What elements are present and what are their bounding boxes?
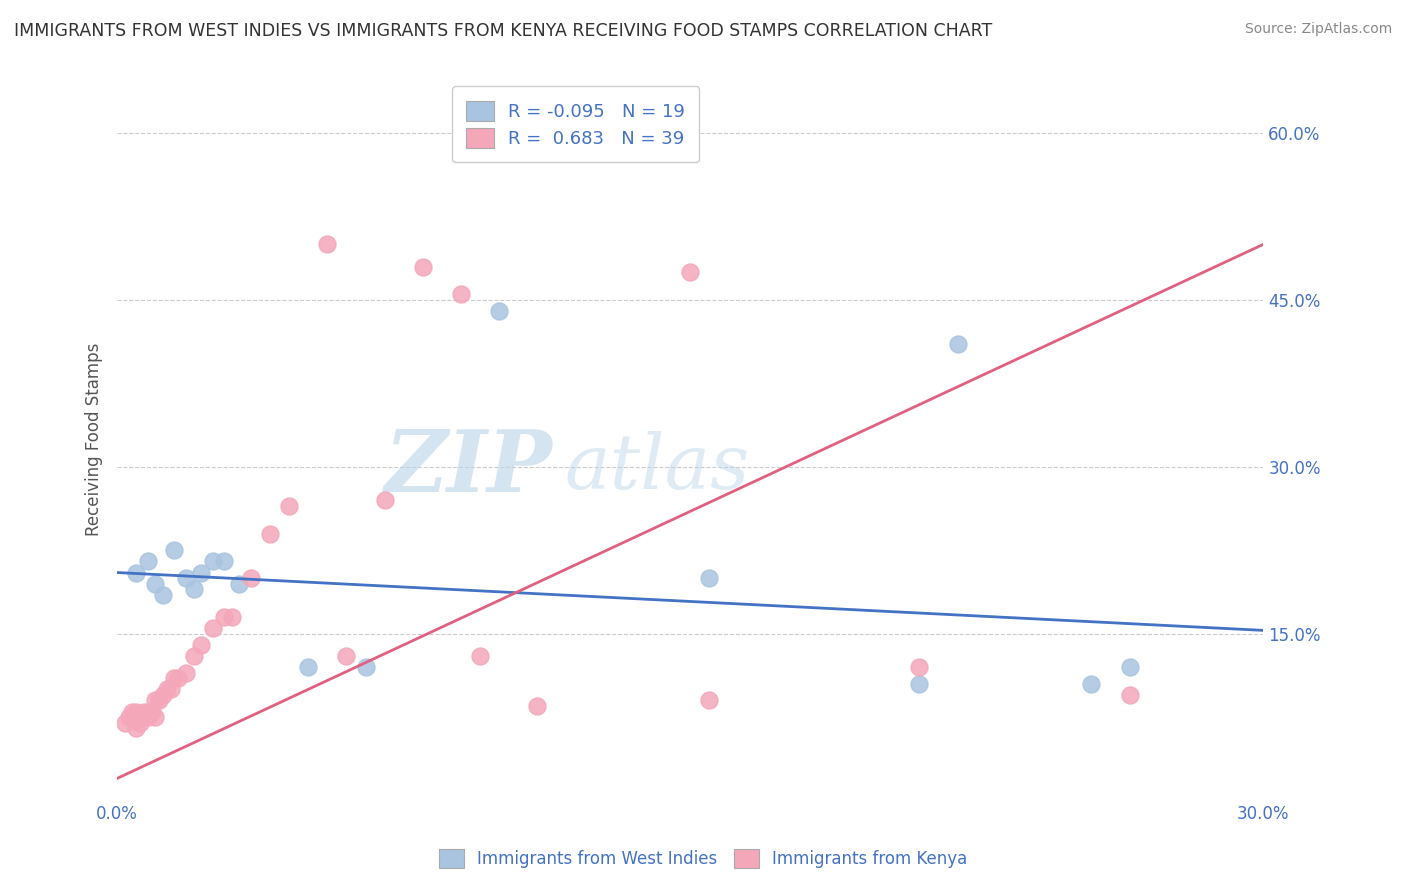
Point	[239, 571, 262, 585]
Point	[125, 705, 148, 719]
Point	[129, 715, 152, 730]
Point	[174, 665, 197, 680]
Point	[152, 588, 174, 602]
Point	[374, 493, 396, 508]
Point	[118, 710, 141, 724]
Point	[132, 710, 155, 724]
Point	[121, 705, 143, 719]
Point	[908, 660, 931, 674]
Legend: Immigrants from West Indies, Immigrants from Kenya: Immigrants from West Indies, Immigrants …	[432, 843, 974, 875]
Point	[114, 715, 136, 730]
Text: atlas: atlas	[564, 431, 749, 505]
Point	[163, 671, 186, 685]
Point	[136, 710, 159, 724]
Point	[132, 705, 155, 719]
Point	[278, 499, 301, 513]
Point	[354, 660, 377, 674]
Text: Source: ZipAtlas.com: Source: ZipAtlas.com	[1244, 22, 1392, 37]
Point	[212, 610, 235, 624]
Y-axis label: Receiving Food Stamps: Receiving Food Stamps	[86, 343, 103, 536]
Point	[125, 566, 148, 580]
Point	[145, 576, 167, 591]
Point	[125, 721, 148, 735]
Point	[412, 260, 434, 274]
Legend: R = -0.095   N = 19, R =  0.683   N = 39: R = -0.095 N = 19, R = 0.683 N = 39	[451, 87, 699, 162]
Point	[221, 610, 243, 624]
Point	[228, 576, 250, 591]
Point	[148, 693, 170, 707]
Point	[212, 554, 235, 568]
Point	[183, 582, 205, 597]
Point	[201, 621, 224, 635]
Point	[297, 660, 319, 674]
Point	[1080, 677, 1102, 691]
Point	[908, 677, 931, 691]
Point	[183, 648, 205, 663]
Point	[316, 237, 339, 252]
Text: IMMIGRANTS FROM WEST INDIES VS IMMIGRANTS FROM KENYA RECEIVING FOOD STAMPS CORRE: IMMIGRANTS FROM WEST INDIES VS IMMIGRANT…	[14, 22, 993, 40]
Point	[946, 337, 969, 351]
Point	[159, 682, 181, 697]
Point	[145, 710, 167, 724]
Point	[156, 682, 179, 697]
Point	[468, 648, 491, 663]
Point	[699, 693, 721, 707]
Point	[136, 554, 159, 568]
Point	[141, 705, 163, 719]
Point	[167, 671, 190, 685]
Point	[190, 638, 212, 652]
Point	[190, 566, 212, 580]
Point	[335, 648, 357, 663]
Point	[488, 304, 510, 318]
Point	[699, 571, 721, 585]
Point	[152, 688, 174, 702]
Point	[174, 571, 197, 585]
Point	[259, 526, 281, 541]
Point	[679, 265, 702, 279]
Text: ZIP: ZIP	[385, 426, 553, 509]
Point	[450, 287, 472, 301]
Point	[1118, 660, 1140, 674]
Point	[1118, 688, 1140, 702]
Point	[145, 693, 167, 707]
Point	[201, 554, 224, 568]
Point	[136, 705, 159, 719]
Point	[163, 543, 186, 558]
Point	[526, 699, 548, 714]
